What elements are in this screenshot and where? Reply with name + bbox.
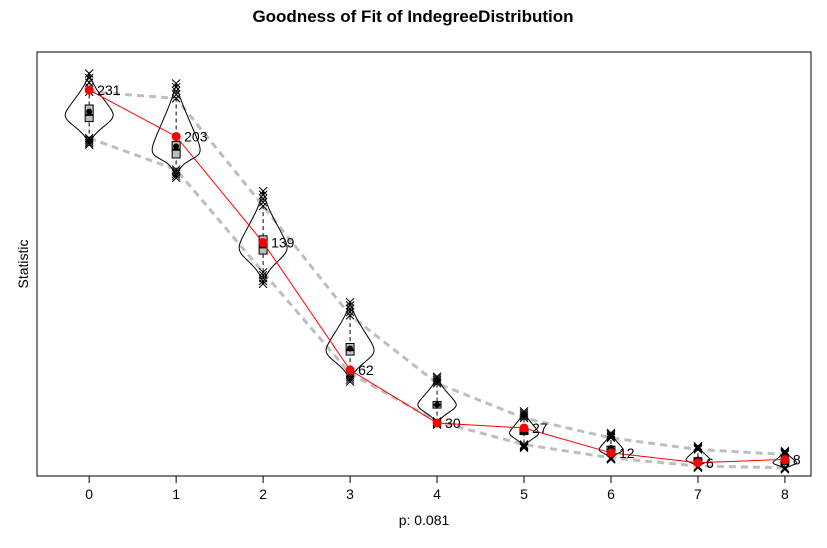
cross-marker-1-lower-4	[171, 165, 181, 174]
band-upper-line	[89, 90, 785, 456]
mean-point-3	[347, 345, 354, 352]
data-label-3: 62	[358, 362, 374, 378]
x-tick-label-8: 8	[781, 486, 789, 502]
cross-marker-8-upper-4	[780, 446, 790, 456]
cross-marker-3-upper-4	[345, 297, 355, 307]
cross-marker-2-upper-0	[258, 201, 268, 211]
cross-marker-6-upper-2	[606, 431, 616, 440]
cross-marker-1-lower-1	[171, 171, 181, 181]
x-tick-label-6: 6	[607, 486, 615, 502]
observed-point-7	[693, 458, 703, 468]
cross-marker-5-lower-2	[519, 441, 529, 451]
cross-marker-5-lower-1	[519, 442, 529, 452]
cross-marker-1-lower-2	[171, 169, 181, 179]
observed-point-2	[258, 237, 268, 247]
mean-point-1	[173, 143, 180, 150]
data-label-7: 6	[706, 455, 714, 471]
mean-point-0	[86, 108, 93, 115]
observed-series	[84, 85, 790, 468]
x-axis: 0 1 2 3 4 5 6 7 8	[85, 475, 789, 502]
observed-point-4	[432, 418, 442, 428]
cross-marker-2-lower-3	[258, 270, 268, 280]
y-axis-label: Statistic	[15, 239, 31, 288]
cross-marker-7-upper-1	[693, 444, 703, 454]
cross-marker-8-upper-2	[780, 448, 790, 458]
cross-marker-3-lower-2	[345, 373, 355, 382]
cross-marker-3-upper-1	[345, 307, 355, 317]
cross-marker-1-upper-2	[171, 86, 181, 96]
cross-marker-3-upper-2	[345, 304, 355, 314]
x-tick-label-7: 7	[694, 486, 702, 502]
cross-marker-2-lower-4	[258, 267, 268, 277]
cross-marker-2-upper-1	[258, 197, 268, 207]
cross-marker-6-upper-4	[606, 428, 616, 438]
cross-marker-1-lower-3	[171, 167, 181, 177]
data-label-4: 30	[445, 415, 461, 431]
cross-marker-0-lower-3	[84, 135, 94, 145]
chart-title: Goodness of Fit of IndegreeDistribution	[252, 7, 573, 26]
cross-marker-3-lower-1	[345, 375, 355, 384]
observed-point-5	[519, 423, 529, 433]
cross-marker-5-upper-3	[519, 408, 529, 418]
cross-marker-7-upper-2	[693, 443, 703, 453]
cross-marker-1-upper-4	[171, 79, 181, 88]
cross-marker-4-upper-4	[432, 372, 442, 381]
cross-marker-0-lower-2	[84, 137, 94, 146]
x-tick-label-4: 4	[433, 486, 441, 502]
data-label-6: 12	[619, 445, 635, 461]
band-lines	[88, 90, 785, 470]
cross-marker-5-lower-3	[519, 441, 529, 450]
cross-marker-1-upper-1	[171, 90, 181, 100]
observed-point-8	[780, 454, 790, 464]
x-tick-label-5: 5	[520, 486, 528, 502]
observed-point-6	[606, 448, 616, 458]
cross-marker-5-lower-4	[519, 440, 529, 449]
cross-marker-6-upper-1	[606, 432, 616, 442]
cross-marker-0-lower-4	[84, 133, 94, 143]
band-lower-line	[88, 136, 785, 470]
cross-marker-5-lower-0	[519, 443, 529, 453]
cross-marker-8-lower-4	[780, 463, 790, 473]
cross-marker-1-lower-0	[171, 173, 181, 183]
cross-marker-4-upper-2	[432, 375, 442, 385]
data-label-2: 139	[271, 234, 295, 250]
cross-marker-2-upper-4	[258, 186, 268, 196]
data-label-1: 203	[184, 128, 208, 144]
x-tick-label-1: 1	[172, 486, 180, 502]
cross-marker-7-upper-3	[693, 442, 703, 452]
x-tick-label-0: 0	[85, 486, 93, 502]
cross-marker-1-upper-0	[171, 94, 181, 103]
cross-marker-2-upper-2	[258, 194, 268, 203]
cross-marker-5-upper-2	[519, 410, 529, 420]
cross-marker-7-upper-4	[693, 441, 703, 451]
observed-point-0	[84, 85, 94, 95]
cross-marker-6-upper-3	[606, 429, 616, 439]
data-label-5: 27	[532, 420, 548, 436]
cross-marker-3-upper-0	[345, 310, 355, 320]
x-tick-label-2: 2	[259, 486, 267, 502]
observed-point-3	[345, 365, 355, 375]
x-tick-label-3: 3	[346, 486, 354, 502]
cross-marker-2-upper-3	[258, 190, 268, 200]
cross-marker-0-upper-3	[84, 73, 94, 83]
data-label-0: 231	[97, 82, 121, 98]
cross-marker-1-upper-3	[171, 82, 181, 92]
mean-point-4	[434, 401, 441, 408]
x-axis-label: p: 0.081	[399, 512, 450, 528]
observed-point-1	[171, 131, 181, 141]
cross-marker-7-upper-0	[693, 445, 703, 454]
cross-marker-5-upper-4	[519, 407, 529, 416]
cross-marker-4-upper-3	[432, 373, 442, 383]
plot-frame	[36, 51, 812, 477]
cross-marker-0-upper-2	[84, 78, 94, 87]
cross-marker-8-upper-3	[780, 447, 790, 457]
cross-marker-0-upper-4	[84, 69, 94, 78]
cross-marker-3-lower-0	[345, 377, 355, 386]
cross-marker-3-upper-3	[345, 301, 355, 310]
data-labels: 231 203 139 62 30 27 12 6 8	[97, 82, 801, 471]
data-label-8: 8	[793, 451, 801, 467]
